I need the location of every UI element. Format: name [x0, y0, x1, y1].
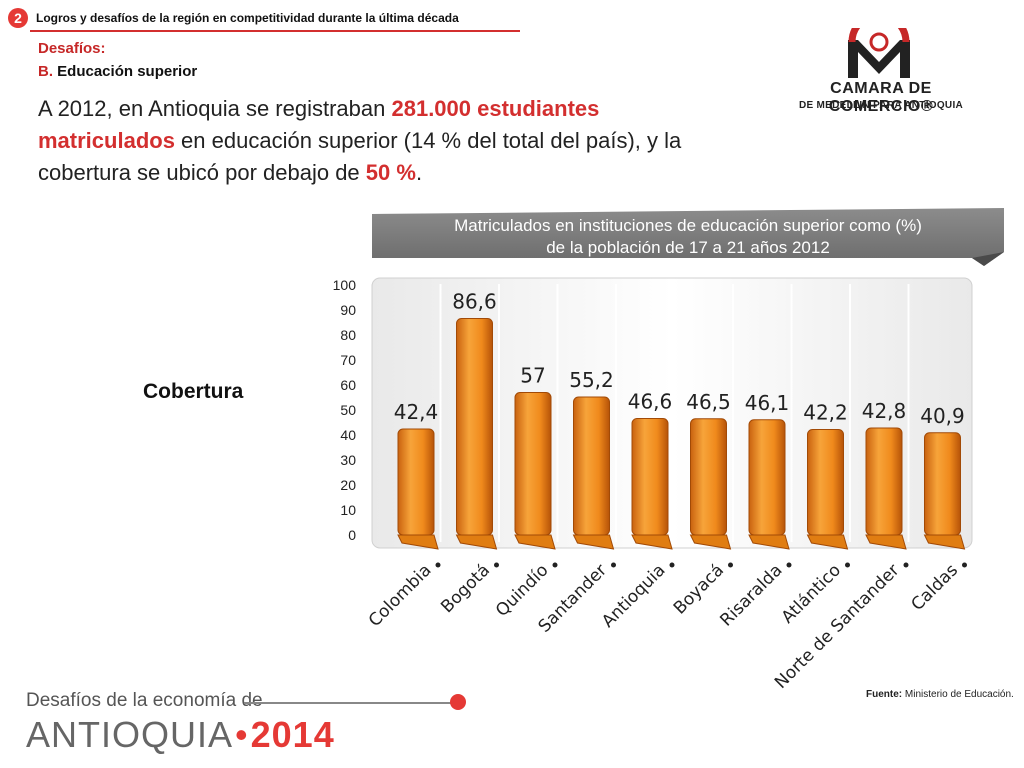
chamber-emblem-icon: [848, 11, 910, 78]
y-tick-label: 10: [340, 502, 356, 518]
bar: [397, 428, 435, 536]
category-dot-icon: [552, 562, 558, 568]
header-bar: 2 Logros y desafíos de la región en comp…: [0, 0, 1024, 36]
x-category-label: Risaralda: [716, 560, 786, 630]
section-label: Desafíos:: [38, 40, 106, 57]
bar: [456, 318, 493, 536]
bar: [690, 418, 727, 536]
x-category-label: Quindío: [492, 560, 553, 621]
category-dot-icon: [611, 562, 616, 568]
source-note: Fuente: Ministerio de Educación.: [866, 689, 1014, 700]
y-tick-label: 90: [340, 302, 356, 318]
bar-ribbon-tail: [748, 534, 790, 550]
x-category-label: Caldas: [908, 560, 963, 615]
bar: [807, 429, 844, 536]
bar-value-label: 46,6: [628, 390, 673, 414]
category-dot-icon: [962, 562, 967, 568]
bar-value-label: 42,4: [394, 400, 439, 424]
footer-line: [244, 702, 458, 704]
bar-value-label: 46,5: [686, 390, 731, 414]
y-tick-label: 20: [340, 477, 356, 493]
footer-dot-icon: [450, 694, 466, 710]
bar-ribbon-tail: [806, 534, 849, 550]
footer-separator: •: [235, 714, 249, 755]
category-dot-icon: [669, 562, 675, 568]
y-tick-label: 60: [340, 377, 356, 393]
x-category-label: Boyacá: [670, 560, 728, 618]
category-dot-icon: [845, 562, 850, 568]
category-dot-icon: [494, 562, 499, 568]
header-title: Logros y desafíos de la región en compet…: [36, 11, 459, 25]
bar-ribbon-tail: [631, 534, 673, 550]
side-label: Cobertura: [143, 380, 244, 403]
logo-line-2: DE MEDELLIN PARA ANTIOQUIA: [798, 100, 964, 111]
x-category-label: Colombia: [365, 560, 436, 631]
bar-value-label: 42,2: [803, 401, 848, 425]
category-dot-icon: [786, 562, 792, 568]
bar-value-label: 42,8: [862, 399, 907, 423]
chamber-logo: CAMARA DE COMERCIO® DE MEDELLIN PARA ANT…: [776, 11, 986, 120]
logo-line-1: CAMARA DE COMERCIO®: [828, 80, 934, 115]
bar: [865, 427, 903, 536]
bar-value-label: 46,1: [745, 391, 790, 415]
y-tick-label: 30: [340, 452, 356, 468]
y-tick-label: 100: [333, 277, 357, 293]
step-badge: 2: [8, 8, 28, 28]
bar-ribbon-tail: [514, 534, 556, 550]
bar: [631, 418, 669, 536]
bar-value-label: 40,9: [920, 404, 965, 428]
source-label: Fuente:: [866, 689, 903, 700]
bar: [573, 396, 610, 536]
bar-ribbon-tail: [397, 534, 439, 550]
bar-value-label: 86,6: [452, 290, 497, 314]
bar-ribbon-tail: [689, 534, 732, 550]
y-tick-label: 80: [340, 327, 356, 343]
section-topic: B. Educación superior: [38, 63, 197, 80]
footer-title: Desafíos de la economía de: [26, 690, 263, 711]
footer-region: ANTIOQUIA: [26, 714, 234, 755]
chart-title-line-2: de la población de 17 a 21 años 2012: [546, 238, 830, 257]
source-text: Ministerio de Educación.: [902, 689, 1014, 700]
section-letter: B.: [38, 63, 53, 80]
lead-text-2: en educación superior (14 % del total de…: [38, 128, 682, 185]
lead-paragraph: A 2012, en Antioquia se registraban 281.…: [38, 93, 738, 189]
chart-title-line-1: Matriculados en instituciones de educaci…: [454, 216, 922, 235]
bar-ribbon-tail: [865, 534, 907, 550]
lead-text-1: A 2012, en Antioquia se registraban: [38, 96, 392, 121]
section-topic-text: Educación superior: [57, 63, 198, 80]
y-tick-label: 40: [340, 427, 356, 443]
y-tick-label: 70: [340, 352, 356, 368]
lead-highlight-coverage: 50 %: [365, 160, 416, 185]
bar-value-label: 57: [520, 364, 545, 388]
bar-chart: 0 10 20 30 40 50 60 70 80 90 100 42,4 86,6 57 55,2 46,…: [333, 277, 973, 690]
header-underline: [30, 30, 520, 32]
footer-year: 2014: [250, 714, 335, 755]
category-dot-icon: [728, 562, 733, 568]
lead-text-3: .: [415, 160, 423, 185]
chart-title-banner: Matriculados en instituciones de educaci…: [372, 208, 1004, 266]
x-category-label: Antioquia: [598, 560, 669, 631]
footer-main: ANTIOQUIA•2014: [26, 714, 335, 756]
bar-ribbon-tail: [572, 534, 615, 550]
bar-ribbon-tail: [455, 534, 498, 550]
bar: [748, 419, 786, 536]
banner-shape: [372, 208, 1004, 266]
x-category-label: Bogotá: [437, 560, 494, 617]
y-tick-label: 0: [348, 527, 356, 543]
category-dot-icon: [435, 562, 441, 568]
bar: [924, 432, 961, 536]
lead-highlight-students: 281.000 estudiantes matriculados: [38, 96, 600, 153]
y-tick-label: 50: [340, 402, 356, 418]
category-dot-icon: [903, 562, 909, 568]
bar-value-label: 55,2: [569, 368, 614, 392]
bar: [514, 392, 552, 536]
bar-ribbon-tail: [923, 534, 966, 550]
